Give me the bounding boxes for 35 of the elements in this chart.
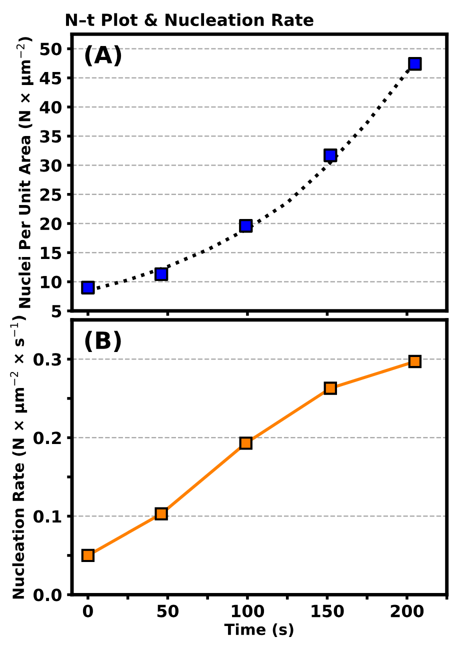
point (154, 267, 168, 282)
y-tick-label: 35 (40, 130, 62, 143)
x-tick-label: 50 (157, 604, 179, 618)
annotation: (B) (85, 330, 121, 352)
point (324, 148, 338, 162)
point (239, 218, 253, 233)
x-tick-label: 200 (390, 604, 424, 618)
point (324, 382, 338, 395)
y-tick-label: 50 (40, 42, 62, 56)
point (239, 436, 252, 450)
annotation: (A) (85, 45, 122, 66)
x-tick-label: 150 (312, 604, 344, 618)
y-tick-label: 0.2 (34, 432, 61, 444)
y-tick-label: 0.1 (34, 510, 62, 523)
point (81, 280, 95, 294)
y-tick-label: 20 (40, 217, 62, 230)
y-tick-label: 0.0 (34, 588, 62, 602)
y-tick-label: 0.3 (34, 353, 61, 366)
y-tick-label: 40 (40, 100, 62, 114)
x-axis-title: Time (s) (224, 623, 294, 637)
x-tick-label: 0 (82, 604, 93, 618)
chart-title: N–t Plot & Nucleation Rate (66, 13, 314, 26)
y-tick-label: 10 (40, 276, 62, 288)
y-tick-label: 30 (40, 159, 62, 172)
point (408, 354, 422, 368)
y-tick-label: 15 (40, 246, 62, 260)
y-tick-label: 45 (40, 72, 62, 84)
point (408, 57, 422, 71)
y-tick-label: 5 (52, 305, 62, 318)
point (154, 507, 168, 520)
y-tick-label: 25 (40, 188, 62, 201)
y-axis-title: Nuclei Per Unit Area (N × µm$^{−2}$) (16, 37, 34, 308)
y-axis-title: Nucleation Rate (N × µm$^{−2}$ × s$^{−1}$) (10, 316, 28, 599)
point (81, 548, 95, 562)
x-tick-label: 100 (232, 604, 264, 618)
